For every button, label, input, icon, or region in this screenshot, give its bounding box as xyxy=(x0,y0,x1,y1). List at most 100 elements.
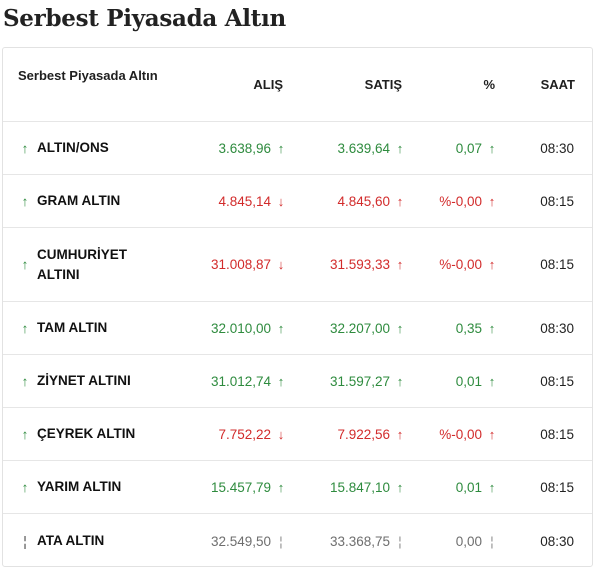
table-row[interactable]: ↑ ZİYNET ALTINI 31.012,74 ↑ 31.597,27 ↑ 0,01 ↑ 0… xyxy=(3,355,592,408)
table-row[interactable]: ↑ ÇEYREK ALTIN 7.752,22 ↓ 7.922,56 ↑ %-0,00 ↑ 08… xyxy=(3,408,592,461)
satis-value: 31.597,27 xyxy=(329,373,390,389)
satis-arrow-icon: ↑ xyxy=(396,373,404,389)
alis-arrow-icon: ↑ xyxy=(277,140,285,156)
satis-value: 32.207,00 xyxy=(329,320,390,336)
table-row[interactable]: ↑ YARIM ALTIN 15.457,79 ↑ 15.847,10 ↑ 0,01 ↑ 08:… xyxy=(3,461,592,514)
percent-cell: 0,01 ↑ xyxy=(456,461,498,513)
time-value: 08:30 xyxy=(540,140,574,156)
gold-name[interactable]: YARIM ALTIN xyxy=(37,479,122,494)
table-row[interactable]: ↑ TAM ALTIN 32.010,00 ↑ 32.207,00 ↑ 0,35 ↑ 08:30 xyxy=(3,302,592,355)
alis-arrow-icon: ↓ xyxy=(277,426,285,442)
alis-cell: 7.752,22 ↓ xyxy=(218,408,287,460)
satis-cell: 31.593,33 ↑ xyxy=(330,228,406,301)
percent-cell: %-0,00 ↑ xyxy=(439,175,498,227)
alis-cell: 32.010,00 ↑ xyxy=(211,302,287,354)
header-alis: ALIŞ xyxy=(253,77,283,92)
table-row[interactable]: ↑ CUMHURİYET ALTINI 31.008,87 ↓ 31.593,33 ↑ %-… xyxy=(3,228,592,302)
satis-arrow-icon: ¦ xyxy=(398,533,402,549)
gold-name[interactable]: CUMHURİYET ALTINI xyxy=(37,246,127,282)
alis-arrow-icon: ↓ xyxy=(277,193,285,209)
satis-arrow-icon: ↑ xyxy=(396,320,404,336)
percent-value: %-0,00 xyxy=(439,257,482,272)
time-value: 08:30 xyxy=(540,533,574,549)
percent-cell: %-0,00 ↑ xyxy=(439,228,498,301)
trend-arrow-icon: ↑ xyxy=(21,193,29,209)
percent-arrow-icon: ↑ xyxy=(488,479,496,495)
time-value: 08:15 xyxy=(540,479,574,495)
alis-arrow-icon: ↑ xyxy=(277,479,285,495)
alis-arrow-icon: ↑ xyxy=(277,373,285,389)
gold-name[interactable]: ATA ALTIN xyxy=(37,533,105,548)
time-value: 08:15 xyxy=(540,257,574,272)
satis-value: 7.922,56 xyxy=(337,426,390,442)
table-row[interactable]: ↑ GRAM ALTIN 4.845,14 ↓ 4.845,60 ↑ %-0,00 ↑ 08:1… xyxy=(3,175,592,228)
alis-arrow-icon: ↓ xyxy=(277,257,285,272)
satis-cell: 4.845,60 ↑ xyxy=(337,175,406,227)
satis-arrow-icon: ↑ xyxy=(396,140,404,156)
alis-value: 31.008,87 xyxy=(210,257,271,272)
alis-cell: 31.008,87 ↓ xyxy=(211,228,287,301)
page-title: Serbest Piyasada Altın xyxy=(3,5,286,32)
gold-name[interactable]: ALTIN/ONS xyxy=(37,140,109,155)
percent-cell: 0,01 ↑ xyxy=(456,355,498,407)
alis-value: 32.549,50 xyxy=(210,533,271,549)
header-name: Serbest Piyasada Altın xyxy=(18,68,158,83)
header-percent: % xyxy=(483,77,495,92)
alis-cell: 3.638,96 ↑ xyxy=(218,122,287,174)
satis-cell: 7.922,56 ↑ xyxy=(337,408,406,460)
satis-arrow-icon: ↑ xyxy=(396,257,404,272)
gold-name[interactable]: ÇEYREK ALTIN xyxy=(37,426,136,441)
time-value: 08:15 xyxy=(540,373,574,389)
alis-value: 32.010,00 xyxy=(210,320,271,336)
satis-cell: 33.368,75 ¦ xyxy=(330,514,406,568)
table-row[interactable]: ¦ ATA ALTIN 32.549,50 ¦ 33.368,75 ¦ 0,00 ¦ 08:30 xyxy=(3,514,592,568)
alis-value: 4.845,14 xyxy=(218,193,271,209)
time-value: 08:15 xyxy=(540,193,574,209)
percent-value: 0,01 xyxy=(455,479,482,495)
alis-cell: 31.012,74 ↑ xyxy=(211,355,287,407)
percent-arrow-icon: ↑ xyxy=(488,320,496,336)
time-value: 08:30 xyxy=(540,320,574,336)
percent-arrow-icon: ↑ xyxy=(488,257,496,272)
alis-value: 3.638,96 xyxy=(218,140,271,156)
table-header: Serbest Piyasada Altın ALIŞ SATIŞ % SAAT xyxy=(3,48,592,122)
percent-value: %-0,00 xyxy=(439,426,482,442)
alis-value: 31.012,74 xyxy=(210,373,271,389)
gold-name[interactable]: TAM ALTIN xyxy=(37,320,108,335)
percent-cell: 0,35 ↑ xyxy=(456,302,498,354)
percent-value: 0,01 xyxy=(455,373,482,389)
satis-value: 31.593,33 xyxy=(329,257,390,272)
percent-arrow-icon: ↑ xyxy=(488,373,496,389)
percent-value: 0,35 xyxy=(455,320,482,336)
percent-arrow-icon: ↑ xyxy=(488,426,496,442)
satis-value: 33.368,75 xyxy=(329,533,390,549)
gold-price-table: Serbest Piyasada Altın ALIŞ SATIŞ % SAAT… xyxy=(2,47,593,567)
trend-arrow-icon: ↑ xyxy=(21,479,29,495)
alis-cell: 32.549,50 ¦ xyxy=(211,514,287,568)
satis-value: 3.639,64 xyxy=(337,140,390,156)
trend-arrow-icon: ↑ xyxy=(21,257,29,272)
percent-value: 0,07 xyxy=(455,140,482,156)
satis-value: 4.845,60 xyxy=(337,193,390,209)
percent-value: %-0,00 xyxy=(439,193,482,209)
trend-arrow-icon: ↑ xyxy=(21,140,29,156)
percent-arrow-icon: ↑ xyxy=(488,193,496,209)
satis-cell: 31.597,27 ↑ xyxy=(330,355,406,407)
gold-name[interactable]: ZİYNET ALTINI xyxy=(37,373,131,388)
trend-arrow-icon: ↑ xyxy=(21,320,29,336)
percent-cell: %-0,00 ↑ xyxy=(439,408,498,460)
satis-cell: 3.639,64 ↑ xyxy=(337,122,406,174)
trend-arrow-icon: ↑ xyxy=(21,373,29,389)
alis-value: 15.457,79 xyxy=(210,479,271,495)
alis-cell: 4.845,14 ↓ xyxy=(218,175,287,227)
table-row[interactable]: ↑ ALTIN/ONS 3.638,96 ↑ 3.639,64 ↑ 0,07 ↑ 08:30 xyxy=(3,122,592,175)
percent-arrow-icon: ¦ xyxy=(490,533,494,549)
alis-value: 7.752,22 xyxy=(218,426,271,442)
percent-value: 0,00 xyxy=(455,533,482,549)
trend-arrow-icon: ¦ xyxy=(23,533,27,549)
gold-name[interactable]: GRAM ALTIN xyxy=(37,193,121,208)
alis-arrow-icon: ↑ xyxy=(277,320,285,336)
percent-cell: 0,00 ¦ xyxy=(456,514,498,568)
satis-cell: 32.207,00 ↑ xyxy=(330,302,406,354)
satis-arrow-icon: ↑ xyxy=(396,193,404,209)
